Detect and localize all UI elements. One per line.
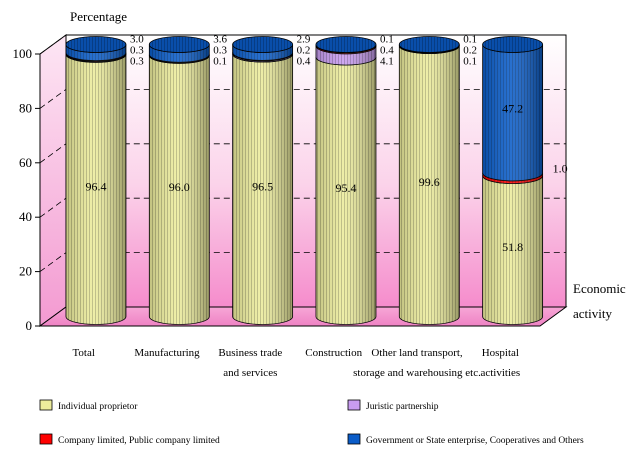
legend: Individual proprietor Juristic partnershi… [39, 399, 584, 446]
bar-top-cap-texture [65, 36, 126, 53]
bar-segment-shade [232, 44, 293, 61]
side-wall [39, 34, 67, 327]
bar-stack [148, 36, 210, 325]
legend-label: Government or State enterprise, Cooperat… [366, 436, 584, 446]
bar-segment-shade [149, 44, 210, 63]
x-axis-title-line1: Economic [573, 281, 626, 296]
bar-stack [398, 36, 460, 325]
data-label: 0.3 [213, 45, 227, 57]
data-label: 3.6 [213, 34, 227, 46]
bar-segment-shade [315, 45, 376, 66]
data-label: 0.3 [130, 45, 144, 57]
y-tick-label: 20 [19, 264, 32, 279]
legend-label: Company limited, Public company limited [58, 436, 220, 446]
category-label: Manufacturing [134, 347, 200, 359]
bar-segment-shade [482, 175, 543, 325]
category-label: Construction [305, 347, 362, 359]
category-label: activities [480, 367, 520, 379]
legend-label: Individual proprietor [58, 402, 138, 412]
legend-swatch [39, 433, 53, 445]
legend-swatch [347, 399, 361, 411]
legend-swatch [39, 399, 53, 411]
bar-top-cap-texture [315, 36, 376, 53]
bar-segment-shade [399, 45, 460, 325]
data-label: 2.9 [297, 34, 311, 46]
data-label: 0.1 [463, 34, 477, 46]
gridline [39, 34, 566, 55]
bar-segment-shade [232, 54, 293, 325]
category-label: Hospital [482, 347, 519, 359]
data-label: 51.8 [502, 240, 523, 254]
bar-segment-shade [149, 55, 210, 325]
category-label: storage and warehousing etc. [353, 367, 481, 379]
bar-top-cap-texture [399, 36, 460, 53]
bar-top-cap-texture [149, 36, 210, 53]
data-labels: 96.43.00.30.396.03.60.30.196.52.90.20.49… [85, 34, 567, 255]
y-axis: 0 20 40 60 80 100 [13, 46, 41, 333]
bar-segment-shade [482, 44, 543, 181]
bar-stack [65, 36, 127, 325]
x-axis-title-line2: activity [573, 306, 612, 321]
data-label: 0.3 [130, 56, 144, 68]
data-label: 99.6 [419, 175, 440, 189]
data-label: 0.2 [463, 45, 477, 57]
y-tick-label: 80 [19, 100, 32, 115]
bar-stack [482, 36, 544, 325]
data-label: 96.5 [252, 179, 273, 193]
data-label: 0.1 [463, 56, 477, 68]
data-label: 96.0 [169, 180, 190, 194]
y-tick-label: 40 [19, 209, 32, 224]
bars [65, 36, 544, 325]
data-label: 4.1 [380, 56, 394, 68]
data-label: 0.2 [297, 45, 311, 57]
bar-stack [232, 36, 294, 325]
data-label: 95.4 [335, 181, 356, 195]
category-label: and services [223, 367, 277, 379]
data-label: 3.0 [130, 34, 144, 46]
category-label: Other land transport, [371, 347, 463, 359]
bar-top-cap-texture [232, 36, 293, 53]
data-label: 47.2 [502, 102, 523, 116]
data-label: 96.4 [85, 179, 106, 193]
bar-segment-shade [65, 54, 126, 325]
y-tick-label: 0 [26, 318, 33, 333]
data-label: 0.1 [380, 34, 394, 46]
y-tick-label: 100 [13, 46, 33, 61]
bar-top-cap-texture [482, 36, 543, 53]
bar-segment-shade [482, 172, 543, 184]
category-label: Business trade [218, 347, 282, 359]
bar-stack [315, 36, 377, 325]
data-label: 0.1 [213, 56, 227, 68]
y-tick-label: 60 [19, 155, 32, 170]
category-label: Total [72, 347, 94, 359]
data-label: 1.0 [553, 162, 568, 176]
data-label: 0.4 [297, 56, 311, 68]
bar-segment-shade [315, 57, 376, 325]
data-label: 0.4 [380, 45, 394, 57]
y-axis-title: Percentage [70, 9, 127, 24]
x-axis: Total Manufacturing Business trade and serv… [72, 347, 520, 379]
legend-swatch [347, 433, 361, 445]
legend-label: Juristic partnership [366, 402, 439, 412]
